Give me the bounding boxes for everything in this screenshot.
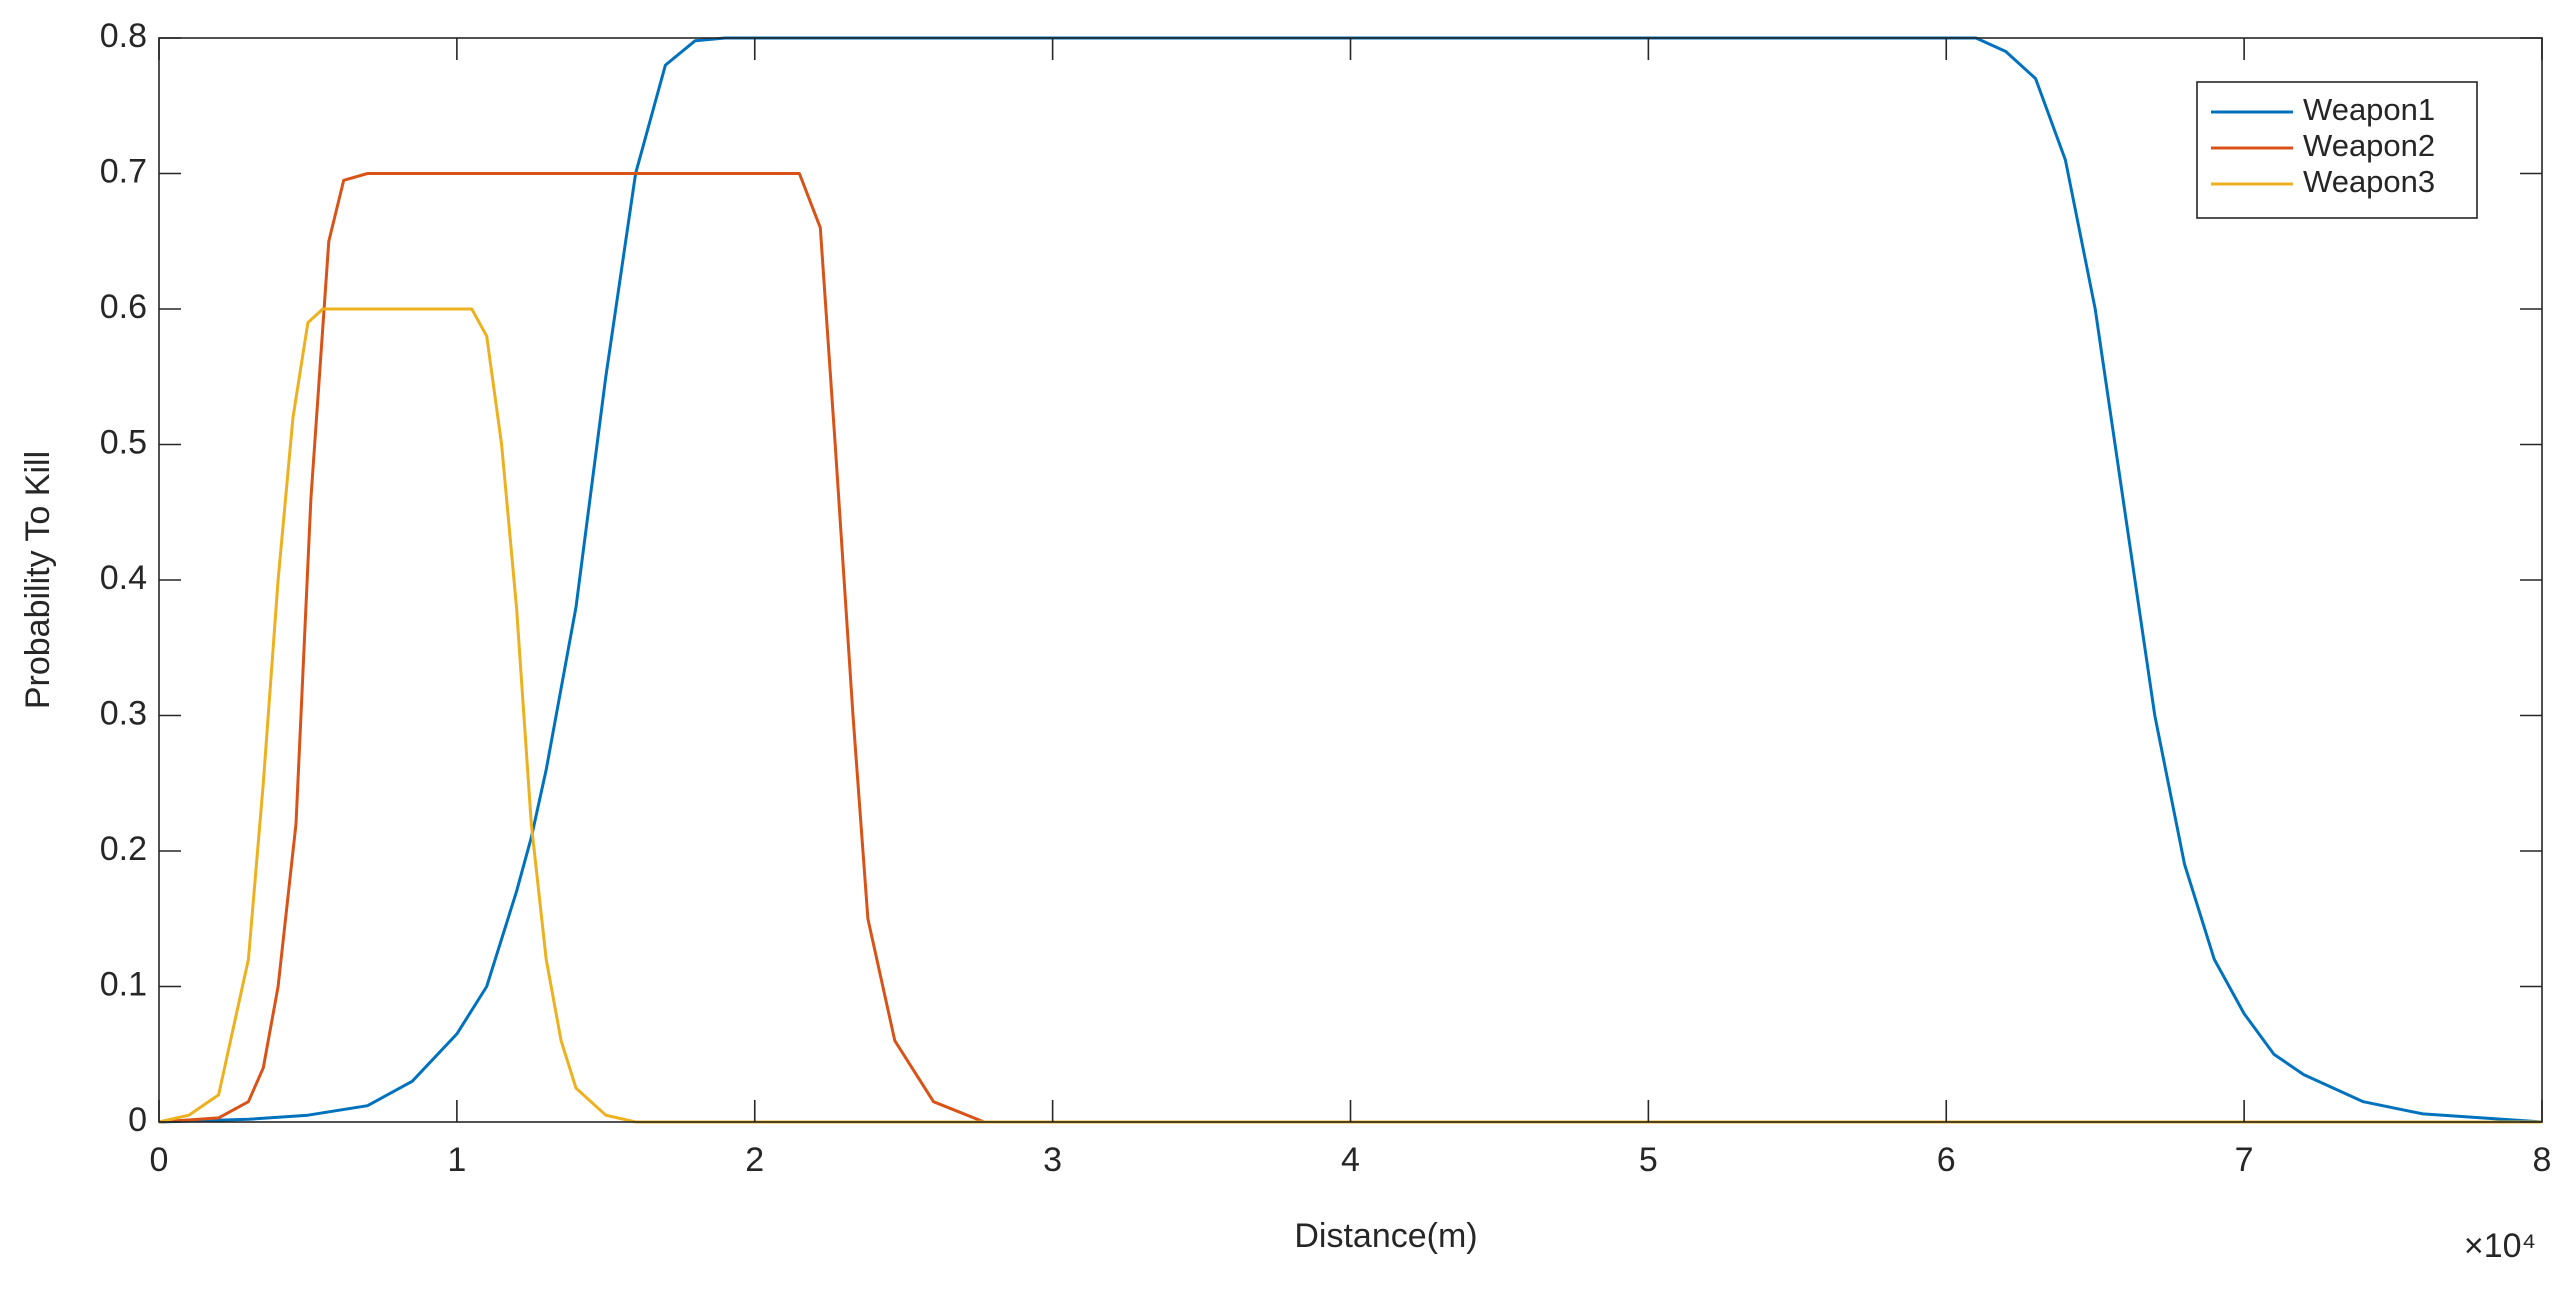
y-tick-label: 0.8 [100, 17, 147, 55]
series-line [158, 172, 2542, 1124]
y-tick-label: 0.1 [100, 965, 147, 1003]
y-tick-label: 0.7 [100, 152, 147, 190]
x-multiplier: ×10⁴ [2464, 1227, 2536, 1265]
y-tick-label: 0.5 [100, 423, 147, 461]
legend-label: Weapon1 [2303, 92, 2435, 127]
y-tick-label: 0.4 [100, 559, 147, 597]
x-tick-label: 1 [447, 1141, 466, 1179]
axes-box [158, 37, 2543, 1123]
x-tick-label: 0 [150, 1141, 169, 1179]
series-line [158, 307, 2542, 1124]
x-tick-label: 5 [1639, 1141, 1658, 1179]
legend-label: Weapon2 [2303, 128, 2435, 163]
y-tick-label: 0.3 [100, 694, 147, 732]
y-tick-label: 0.2 [100, 830, 147, 868]
legend-box [2196, 81, 2478, 219]
x-tick-label: 7 [2235, 1141, 2254, 1179]
x-tick-label: 4 [1341, 1141, 1360, 1179]
x-tick-label: 8 [2533, 1141, 2552, 1179]
plot-area [159, 38, 2542, 1122]
y-tick-label: 0.6 [100, 288, 147, 326]
x-tick-label: 3 [1043, 1141, 1062, 1179]
legend-label: Weapon3 [2303, 164, 2435, 199]
x-tick-label: 2 [745, 1141, 764, 1179]
x-axis-label: Distance(m) [1294, 1217, 1477, 1255]
y-axis-label: Probability To Kill [19, 451, 57, 709]
y-tick-label: 0 [128, 1101, 147, 1139]
x-tick-label: 6 [1937, 1141, 1956, 1179]
